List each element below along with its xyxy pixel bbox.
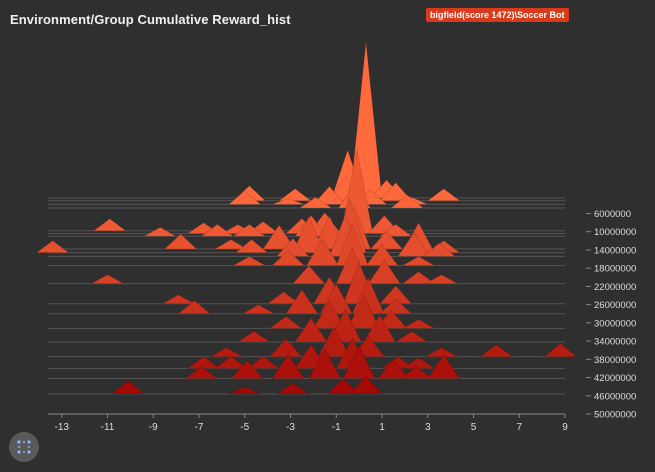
histogram-bin — [292, 215, 326, 253]
histogram-bin — [209, 347, 244, 357]
x-tick-label: -5 — [240, 422, 249, 433]
histogram-bin — [378, 298, 413, 315]
histogram-bin — [292, 265, 326, 284]
histogram-bin — [401, 271, 436, 284]
histogram-bin — [35, 240, 70, 253]
histogram-bin — [401, 357, 436, 369]
histogram-bin — [424, 347, 459, 357]
step-axis-ticks: 6000000 10000000 14000000 18000000 22000000 2… — [586, 209, 636, 421]
step-tick-label: 42000000 — [594, 373, 636, 384]
histogram-bin — [200, 223, 235, 237]
step-tick-label: 18000000 — [594, 264, 636, 275]
histogram-bin — [349, 375, 383, 395]
histogram-bin — [177, 300, 212, 315]
histogram-bin — [269, 338, 303, 357]
histogram-bin — [379, 182, 413, 202]
histogram-bin — [369, 230, 404, 250]
x-tick-label: -7 — [195, 422, 204, 433]
histogram-bin — [228, 386, 261, 395]
x-tick-label: -9 — [149, 422, 158, 433]
step-tick-label: 10000000 — [594, 227, 636, 238]
histogram-bin — [227, 190, 262, 205]
histogram-bin — [426, 188, 461, 202]
x-tick-label: -1 — [332, 422, 341, 433]
histogram-bin — [142, 226, 178, 237]
histogram-bin — [326, 378, 360, 395]
histogram-bin — [271, 353, 305, 379]
histogram-bin — [401, 256, 436, 266]
histogram-bin — [271, 250, 305, 266]
x-tick-label: -13 — [54, 422, 69, 433]
step-tick-label: 50000000 — [594, 410, 636, 421]
histogram-bin — [294, 317, 328, 343]
step-tick-label: 38000000 — [594, 355, 636, 366]
histogram-peaks — [35, 41, 578, 395]
x-axis-ticks: -13 -11 -9 -7 -5 -3 -1 1 3 5 7 9 — [54, 414, 568, 433]
step-tick-label: 22000000 — [594, 282, 636, 293]
x-tick-label: -11 — [101, 422, 115, 433]
x-tick-label: 3 — [425, 422, 431, 433]
fullscreen-dots-icon — [17, 440, 31, 454]
histogram-bin — [397, 231, 431, 257]
histogram-bin — [479, 344, 514, 357]
x-tick-label: 1 — [379, 422, 385, 433]
histogram-bin — [342, 344, 376, 379]
histogram-bin — [399, 366, 434, 379]
histogram-bin — [213, 239, 249, 250]
histogram-bin — [278, 188, 312, 202]
histogram-bin — [401, 318, 436, 329]
histogram-bin — [269, 315, 303, 329]
x-tick-label: 9 — [562, 422, 568, 433]
histogram-bin — [285, 289, 319, 315]
histogram-bin — [543, 342, 578, 357]
run-badge[interactable]: bigfield(score 1472)\Soccer Bot — [426, 8, 569, 22]
histogram-bin — [363, 314, 397, 343]
histogram-bin — [232, 256, 267, 266]
histogram-bin — [298, 196, 333, 209]
histogram-bin — [427, 353, 461, 379]
x-tick-label: -3 — [286, 422, 295, 433]
step-tick-label: 6000000 — [594, 209, 631, 220]
histogram-bin — [246, 356, 280, 369]
histogram-bin — [376, 360, 411, 379]
histogram-bin — [317, 325, 351, 357]
histogram-bin — [275, 382, 310, 395]
step-tick-label: 34000000 — [594, 337, 636, 348]
histogram-bin — [186, 356, 221, 369]
histogram-bin — [390, 194, 424, 209]
histogram-bin — [367, 259, 401, 284]
histogram-bin — [266, 291, 301, 305]
histogram-bin — [163, 233, 198, 250]
step-tick-label: 14000000 — [594, 245, 636, 256]
histogram-bin — [312, 185, 347, 205]
step-tick-label: 46000000 — [594, 391, 636, 402]
histogram-bin — [230, 360, 264, 379]
x-tick-label: 5 — [471, 422, 477, 433]
expand-button[interactable] — [9, 432, 39, 462]
histogram-bin — [262, 224, 296, 250]
step-tick-label: 26000000 — [594, 300, 636, 311]
histogram-bin — [236, 330, 271, 343]
histogram-bin — [184, 366, 219, 379]
chart-title: Environment/Group Cumulative Reward_hist — [10, 12, 291, 27]
histogram-bin — [305, 237, 340, 266]
histogram-bin — [424, 274, 459, 284]
histogram-bin — [161, 294, 196, 305]
histogram-bin — [308, 347, 342, 379]
histogram-bin — [111, 380, 145, 395]
histogram-bin — [214, 356, 248, 369]
histogram-bin — [422, 242, 457, 257]
histogram-bin — [272, 198, 305, 205]
histogram-bin — [394, 330, 429, 343]
histogram-bin — [92, 218, 127, 232]
histogram-bin — [241, 304, 276, 315]
step-tick-label: 30000000 — [594, 318, 636, 329]
histogram-bin — [312, 300, 346, 329]
histogram-bin — [347, 294, 381, 329]
histogram-bin — [232, 223, 267, 237]
histogram-bin — [234, 239, 269, 253]
x-tick-label: 7 — [516, 422, 522, 433]
histogram-bin — [90, 274, 125, 284]
